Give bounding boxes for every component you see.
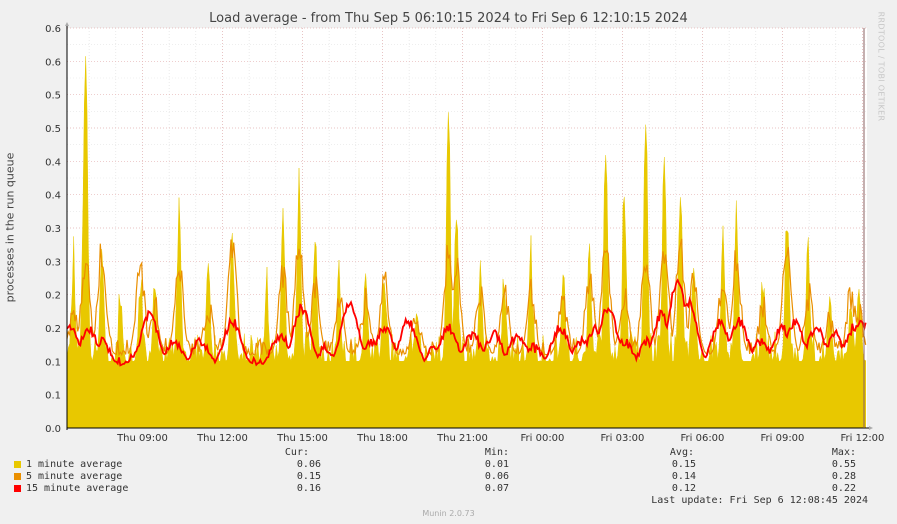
y-tick-label: 0.5	[45, 124, 61, 135]
x-tick-label: Fri 09:00	[761, 433, 805, 444]
x-tick-label: Fri 00:00	[521, 433, 565, 444]
y-tick-label: 0.4	[45, 191, 61, 202]
x-tick-label: Fri 12:00	[841, 433, 885, 444]
legend-min-5min: 0.06	[484, 471, 509, 482]
munin-version: Munin 2.0.73	[422, 509, 475, 518]
x-tick-label: Thu 12:00	[196, 433, 248, 444]
x-tick-label: Thu 15:00	[276, 433, 328, 444]
legend-cur-15min: 0.16	[296, 483, 321, 494]
x-tick-label: Thu 18:00	[356, 433, 408, 444]
legend-header-avg: Avg:	[669, 447, 694, 458]
legend-max-15min: 0.22	[831, 483, 856, 494]
legend-cur-5min: 0.15	[296, 471, 321, 482]
legend-min-1min: 0.01	[484, 459, 509, 470]
legend-label: 15 minute average	[26, 483, 129, 494]
legend-min-15min: 0.07	[484, 483, 509, 494]
legend-header-max: Max:	[831, 447, 856, 458]
x-tick-label: Fri 06:00	[681, 433, 725, 444]
y-tick-label: 0.3	[45, 224, 61, 235]
legend-label: 5 minute average	[26, 471, 123, 482]
legend-header-cur: Cur:	[284, 447, 309, 458]
y-tick-label: 0.6	[45, 24, 61, 35]
y-tick-label: 0.1	[45, 391, 61, 402]
x-tick-label: Thu 21:00	[436, 433, 488, 444]
x-tick-label: Fri 03:00	[601, 433, 645, 444]
legend-row-5min: 5 minute average	[14, 471, 884, 483]
series-5min-line	[66, 238, 867, 357]
legend-max-1min: 0.55	[831, 459, 856, 470]
y-axis-arrow	[65, 22, 69, 26]
y-tick-label: 0.3	[45, 257, 61, 268]
legend-swatch-15min	[14, 485, 21, 492]
y-tick-label: 0.6	[45, 57, 61, 68]
x-tick-label: Thu 09:00	[116, 433, 168, 444]
y-tick-label: 0.0	[45, 424, 61, 435]
legend-cur-1min: 0.06	[296, 459, 321, 470]
y-tick-label: 0.2	[45, 324, 61, 335]
legend-row-1min: 1 minute average	[14, 459, 884, 471]
legend-avg-5min: 0.14	[671, 471, 696, 482]
last-update: Last update: Fri Sep 6 12:08:45 2024	[651, 495, 868, 506]
y-tick-label: 0.2	[45, 291, 61, 302]
y-tick-label: 0.5	[45, 91, 61, 102]
legend-avg-1min: 0.15	[671, 459, 696, 470]
legend-avg-15min: 0.12	[671, 483, 696, 494]
chart-title: Load average - from Thu Sep 5 06:10:15 2…	[209, 11, 688, 26]
y-tick-label: 0.4	[45, 157, 61, 168]
legend-swatch-5min	[14, 473, 21, 480]
legend-header-min: Min:	[484, 447, 509, 458]
series-15min-line	[66, 278, 867, 367]
legend-label: 1 minute average	[26, 459, 123, 470]
legend-row-15min: 15 minute average	[14, 483, 884, 495]
legend-max-5min: 0.28	[831, 471, 856, 482]
x-axis-arrow	[869, 426, 873, 430]
legend-swatch-1min	[14, 461, 21, 468]
y-tick-label: 0.1	[45, 357, 61, 368]
